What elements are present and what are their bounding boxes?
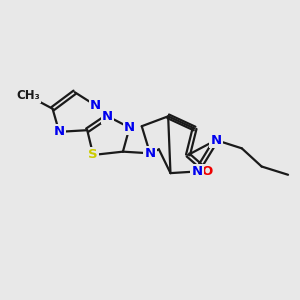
Text: N: N: [54, 125, 65, 138]
Text: N: N: [90, 99, 101, 112]
Text: O: O: [201, 165, 212, 178]
Text: S: S: [88, 148, 98, 161]
Text: N: N: [124, 121, 135, 134]
Text: N: N: [191, 165, 203, 178]
Text: CH₃: CH₃: [16, 89, 40, 102]
Text: N: N: [144, 147, 156, 160]
Text: N: N: [211, 134, 222, 147]
Text: N: N: [102, 110, 113, 123]
